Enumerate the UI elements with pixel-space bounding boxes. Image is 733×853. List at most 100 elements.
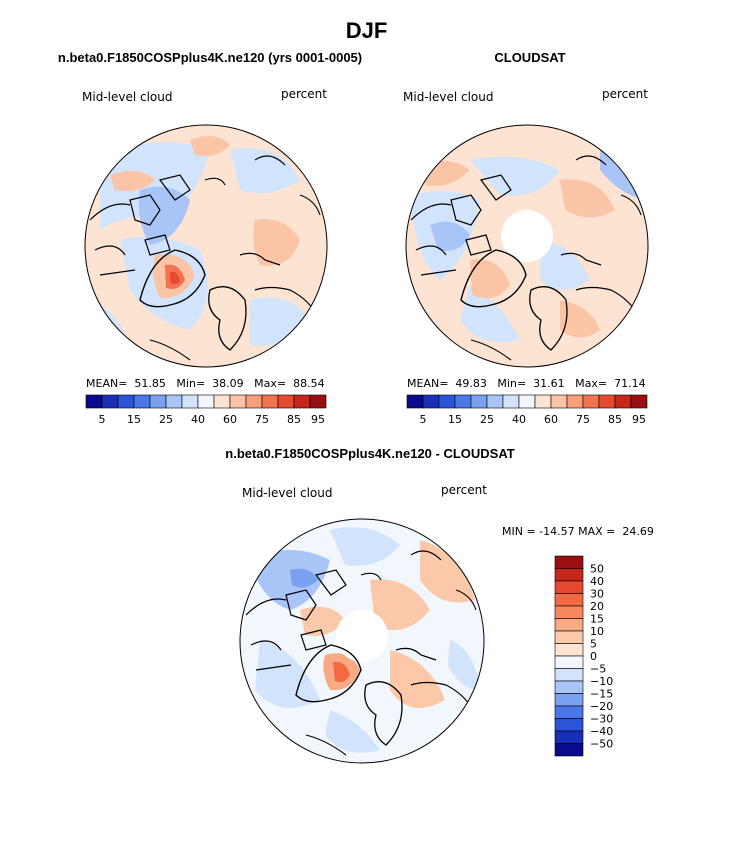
obs-colorbar-tick-label: 5 <box>420 413 427 426</box>
diff-colorbar-box <box>554 555 584 569</box>
obs-min-value: 31.61 <box>533 377 565 390</box>
obs-colorbar-box <box>502 394 520 409</box>
obs-colorbar-box <box>582 394 600 409</box>
diff-colorbar-tick-label: −15 <box>590 688 613 701</box>
obs-colorbar-tick-label: 85 <box>608 413 622 426</box>
obs-colorbar-tick-label: 60 <box>544 413 558 426</box>
model-colorbar-box <box>261 394 279 409</box>
diff-colorbar-tick-label: −20 <box>590 700 613 713</box>
obs-map <box>405 124 649 368</box>
model-colorbar-box <box>85 394 103 409</box>
obs-min-label: Min= <box>497 377 527 390</box>
model-stats: MEAN= 51.85 Min= 38.09 Max= 88.54 <box>86 377 325 390</box>
obs-variable-label: Mid-level cloud <box>403 90 494 104</box>
obs-stats: MEAN= 49.83 Min= 31.61 Max= 71.14 <box>407 377 646 390</box>
diff-colorbar-box <box>554 605 584 619</box>
diff-colorbar-box <box>554 718 584 732</box>
diff-colorbar-box <box>554 743 584 757</box>
obs-colorbar-box <box>534 394 552 409</box>
model-colorbar-box <box>181 394 199 409</box>
model-colorbar-box <box>293 394 311 409</box>
obs-colorbar-box <box>518 394 536 409</box>
model-max-label: Max= <box>254 377 287 390</box>
diff-colorbar-tick-label: 30 <box>590 588 604 601</box>
model-units-label: percent <box>281 87 327 101</box>
obs-colorbar-tick-label: 40 <box>512 413 526 426</box>
obs-colorbar-tick-label: 95 <box>632 413 646 426</box>
model-colorbar-box <box>101 394 119 409</box>
diff-colorbar-box <box>554 568 584 582</box>
model-mean-value: 51.85 <box>134 377 166 390</box>
obs-colorbar-box <box>630 394 648 409</box>
diff-colorbar-box <box>554 668 584 682</box>
obs-colorbar-box <box>598 394 616 409</box>
obs-colorbar-box <box>566 394 584 409</box>
model-colorbar-box <box>213 394 231 409</box>
diff-colorbar-box <box>554 580 584 594</box>
obs-units-label: percent <box>602 87 648 101</box>
obs-colorbar-box <box>406 394 424 409</box>
diff-colorbar-box <box>554 730 584 744</box>
obs-colorbar: 5 15 25 40 60 75 85 95 <box>406 394 648 426</box>
diff-colorbar-tick-label: 10 <box>590 625 604 638</box>
model-colorbar-tick-label: 95 <box>311 413 325 426</box>
model-colorbar-box <box>165 394 183 409</box>
diff-colorbar-box <box>554 593 584 607</box>
model-mean-label: MEAN= <box>86 377 128 390</box>
obs-colorbar-box <box>422 394 440 409</box>
model-min-label: Min= <box>176 377 206 390</box>
model-colorbar-tick-label: 75 <box>255 413 269 426</box>
diff-colorbar-tick-label: 50 <box>590 563 604 576</box>
model-colorbar-tick-label: 5 <box>99 413 106 426</box>
obs-colorbar-tick-label: 25 <box>480 413 494 426</box>
model-colorbar: 5 15 25 40 60 75 85 95 <box>85 394 327 426</box>
obs-colorbar-box <box>470 394 488 409</box>
model-colorbar-box <box>149 394 167 409</box>
diff-colorbar-tick-label: 20 <box>590 600 604 613</box>
diff-panel-title: n.beta0.F1850COSPplus4K.ne120 - CLOUDSAT <box>225 446 515 461</box>
model-colorbar-box <box>309 394 327 409</box>
model-colorbar-box <box>245 394 263 409</box>
model-colorbar-tick-label: 85 <box>287 413 301 426</box>
diff-colorbar-tick-label: −50 <box>590 738 613 751</box>
obs-colorbar-box <box>486 394 504 409</box>
diff-units-label: percent <box>441 483 487 497</box>
model-colorbar-tick-label: 15 <box>127 413 141 426</box>
obs-colorbar-box <box>614 394 632 409</box>
obs-colorbar-box <box>550 394 568 409</box>
model-colorbar-tick-label: 60 <box>223 413 237 426</box>
diff-colorbar-tick-label: 40 <box>590 575 604 588</box>
diff-colorbar-tick-label: 0 <box>590 650 597 663</box>
diff-colorbar-box <box>554 680 584 694</box>
diff-colorbar-box <box>554 705 584 719</box>
model-variable-label: Mid-level cloud <box>82 90 173 104</box>
obs-colorbar-tick-label: 15 <box>448 413 462 426</box>
obs-colorbar-tick-label: 75 <box>576 413 590 426</box>
obs-mean-label: MEAN= <box>407 377 449 390</box>
model-colorbar-tick-label: 25 <box>159 413 173 426</box>
obs-panel-title: CLOUDSAT <box>494 50 566 65</box>
obs-colorbar-box <box>438 394 456 409</box>
model-colorbar-box <box>117 394 135 409</box>
model-colorbar-box <box>197 394 215 409</box>
diff-colorbar-tick-label: −40 <box>590 725 613 738</box>
diff-colorbar-box <box>554 618 584 632</box>
diff-colorbar-tick-label: −30 <box>590 713 613 726</box>
diff-colorbar-tick-label: −10 <box>590 675 613 688</box>
diff-colorbar-box <box>554 655 584 669</box>
figure-title: DJF <box>345 18 388 43</box>
model-colorbar-box <box>133 394 151 409</box>
model-colorbar-tick-label: 40 <box>191 413 205 426</box>
obs-max-value: 71.14 <box>614 377 646 390</box>
model-colorbar-box <box>277 394 295 409</box>
diff-map <box>239 518 485 764</box>
obs-max-label: Max= <box>575 377 608 390</box>
model-min-value: 38.09 <box>212 377 244 390</box>
diff-colorbar-box <box>554 693 584 707</box>
model-colorbar-box <box>229 394 247 409</box>
diff-colorbar-box <box>554 643 584 657</box>
diff-stats: MIN = -14.57 MAX = 24.69 <box>502 525 654 538</box>
obs-mean-value: 49.83 <box>455 377 487 390</box>
